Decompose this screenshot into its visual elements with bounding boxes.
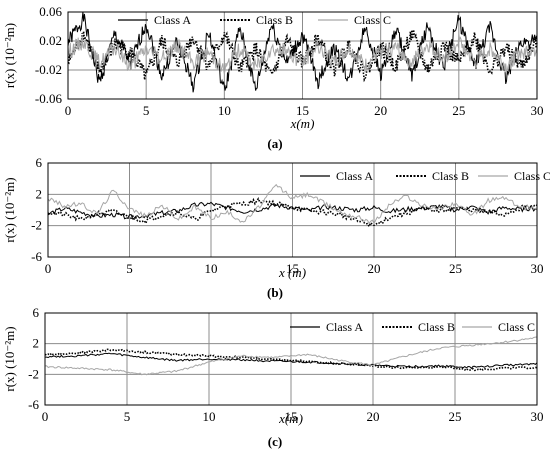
x-tick-label: 30	[531, 409, 544, 424]
y-tick-label: -0.02	[35, 62, 62, 77]
x-tick-label: 0	[45, 261, 52, 276]
panel-caption: (a)	[267, 136, 282, 151]
series-line-class-c	[47, 183, 538, 225]
x-tick-label: 20	[374, 103, 387, 118]
x-axis-label: x (m)	[278, 265, 306, 280]
x-tick-label: 30	[531, 261, 544, 276]
x-axis-label: x(m)	[290, 116, 315, 131]
x-tick-label: 25	[452, 103, 465, 118]
y-tick-label: 6	[36, 155, 43, 170]
series-line-class-a	[47, 201, 538, 220]
legend-label: Class C	[498, 320, 535, 334]
legend-label: Class A	[154, 13, 191, 27]
legend-label: Class B	[432, 169, 469, 183]
chart-panel-3: 6 2 -2 -60 5 10 15 20 25 30 x(m) r(x) (10⁻²m) (c) Cla…	[2, 305, 544, 449]
y-tick-label: 2	[33, 336, 40, 351]
series-line-class-b	[44, 348, 538, 372]
series-line-class-b	[67, 29, 538, 83]
legend-label: Class A	[336, 169, 373, 183]
y-tick-label: 0.02	[39, 33, 62, 48]
legend-label: Class C	[514, 169, 550, 183]
y-axis-label: r(x) (10⁻²m)	[2, 326, 17, 391]
x-tick-label: 5	[124, 409, 131, 424]
y-tick-label: 2	[36, 186, 43, 201]
plot-frame	[44, 312, 538, 406]
y-tick-label: 0.06	[39, 4, 62, 19]
x-tick-label: 15	[296, 103, 309, 118]
chart-panel-1: 0.06 0.02 -0.02 -0.060 5 10 15 20 25 30 x(m) r(x) (…	[2, 4, 544, 151]
x-tick-label: 10	[218, 103, 231, 118]
x-tick-label: 30	[531, 103, 544, 118]
x-tick-label: 25	[449, 409, 462, 424]
series-line-class-b	[47, 197, 538, 229]
series-line-class-a	[67, 11, 538, 93]
x-axis-label: x(m)	[278, 411, 303, 426]
x-tick-label: 15	[286, 261, 299, 276]
legend-label: Class B	[256, 13, 293, 27]
plot-frame	[47, 162, 538, 258]
x-tick-label: 0	[42, 409, 49, 424]
legend-label: Class B	[418, 320, 455, 334]
chart-panel-2: 6 2 -2 -60 5 10 15 20 25 30 x (m) r(x) (10⁻²m) (b) Cl…	[2, 155, 550, 300]
y-axis-label: r(x) (10⁻²m)	[2, 177, 17, 242]
panel-caption: (b)	[267, 285, 283, 300]
y-tick-label: -0.06	[35, 91, 63, 106]
y-tick-label: 6	[33, 305, 40, 320]
x-tick-label: 5	[143, 103, 150, 118]
series-line-class-c	[67, 33, 538, 74]
y-tick-label: -6	[31, 249, 42, 264]
y-tick-label: -2	[31, 218, 42, 233]
x-tick-label: 10	[205, 261, 218, 276]
x-tick-label: 0	[65, 103, 72, 118]
y-axis-label: r(x) (10⁻²m)	[2, 23, 17, 88]
series-line-class-c	[44, 336, 538, 376]
legend-label: Class A	[326, 320, 363, 334]
y-tick-label: -6	[28, 397, 39, 412]
legend-label: Class C	[354, 13, 391, 27]
x-tick-label: 25	[449, 261, 462, 276]
y-tick-label: -2	[28, 366, 39, 381]
x-tick-label: 20	[368, 261, 381, 276]
x-tick-label: 10	[203, 409, 216, 424]
x-tick-label: 20	[367, 409, 380, 424]
panel-caption: (c)	[268, 434, 282, 449]
x-tick-label: 15	[285, 409, 298, 424]
plot-frame	[67, 11, 538, 100]
x-tick-label: 5	[126, 261, 133, 276]
